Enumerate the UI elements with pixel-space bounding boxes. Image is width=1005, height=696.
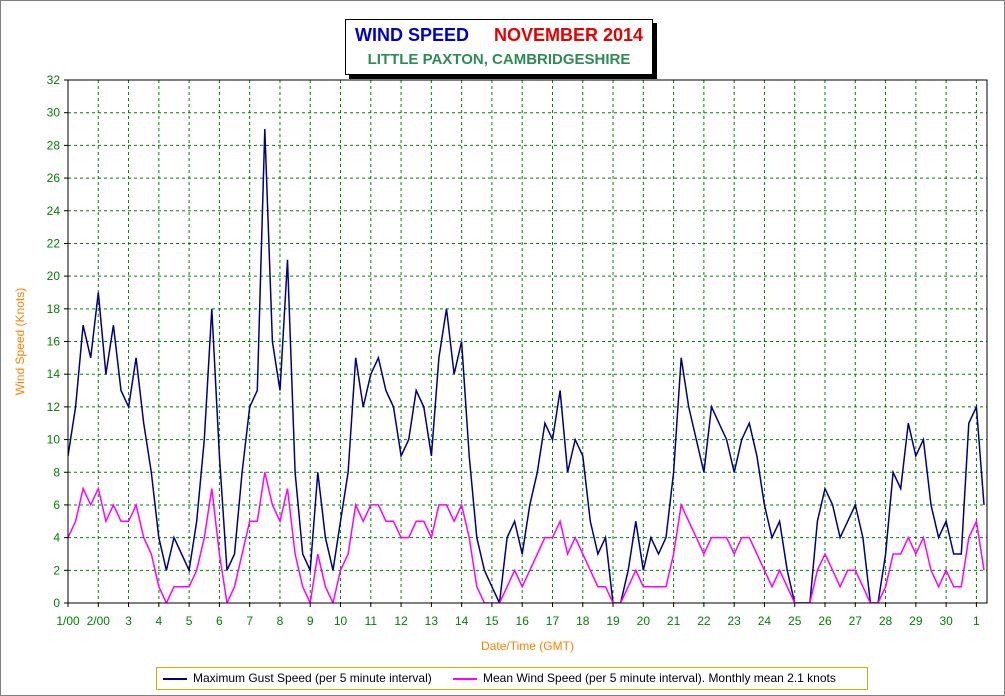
x-tick-label: 19	[606, 614, 620, 628]
legend-item-gust: Maximum Gust Speed (per 5 minute interva…	[163, 671, 432, 685]
y-tick-label: 10	[47, 433, 61, 447]
x-tick-label: 18	[576, 614, 590, 628]
legend-label-mean: Mean Wind Speed (per 5 minute interval).…	[483, 671, 836, 685]
x-tick-label: 24	[758, 614, 772, 628]
y-tick-label: 4	[53, 531, 60, 545]
x-tick-label: 22	[697, 614, 711, 628]
y-tick-label: 12	[47, 400, 61, 414]
x-tick-label: 21	[667, 614, 681, 628]
y-tick-label: 20	[47, 269, 61, 283]
x-tick-label: 10	[334, 614, 348, 628]
legend-swatch-mean	[453, 677, 477, 680]
x-tick-label: 1/00	[56, 614, 80, 628]
y-tick-label: 28	[47, 138, 61, 152]
x-tick-label: 4	[155, 614, 162, 628]
y-tick-label: 24	[47, 204, 61, 218]
y-tick-label: 26	[47, 171, 61, 185]
x-tick-label: 27	[849, 614, 863, 628]
x-tick-label: 13	[425, 614, 439, 628]
x-tick-label: 30	[939, 614, 953, 628]
x-tick-label: 16	[516, 614, 530, 628]
x-tick-label: 11	[365, 614, 378, 628]
y-tick-label: 22	[47, 236, 61, 250]
x-tick-label: 6	[216, 614, 223, 628]
plot-border	[67, 79, 988, 604]
x-tick-label: 17	[546, 614, 560, 628]
x-tick-label: 8	[277, 614, 284, 628]
chart-legend: Maximum Gust Speed (per 5 minute interva…	[156, 667, 868, 690]
series-line-gust	[68, 128, 985, 603]
y-tick-label: 18	[47, 302, 61, 316]
x-tick-label: 20	[637, 614, 651, 628]
x-tick-label: 28	[879, 614, 893, 628]
x-tick-label: 7	[246, 614, 253, 628]
title-main: WIND SPEED	[354, 25, 469, 45]
x-tick-label: 9	[307, 614, 314, 628]
y-tick-label: 14	[47, 367, 61, 381]
x-axis-label: Date/Time (GMT)	[481, 639, 574, 653]
series-line-mean	[68, 472, 985, 603]
x-tick-label: 15	[485, 614, 499, 628]
y-tick-label: 8	[53, 465, 60, 479]
chart-title-box: WIND SPEED NOVEMBER 2014 LITTLE PAXTON, …	[345, 19, 653, 75]
x-tick-label: 12	[394, 614, 408, 628]
y-tick-label: 6	[53, 498, 60, 512]
y-tick-label: 30	[47, 106, 61, 120]
x-tick-label: 26	[818, 614, 832, 628]
x-tick-label: 14	[455, 614, 469, 628]
y-tick-label: 2	[53, 563, 60, 577]
x-tick-label: 23	[727, 614, 741, 628]
x-tick-label: 1	[973, 614, 980, 628]
y-axis-label: Wind Speed (Knots)	[13, 288, 27, 395]
y-tick-label: 32	[47, 73, 61, 87]
legend-item-mean: Mean Wind Speed (per 5 minute interval).…	[453, 671, 836, 685]
chart-subtitle-location: LITTLE PAXTON, CAMBRIDGESHIRE	[367, 51, 631, 68]
y-tick-label: 16	[47, 335, 61, 349]
x-tick-label: 2/00	[87, 614, 111, 628]
legend-swatch-gust	[163, 677, 187, 680]
x-tick-label: 5	[186, 614, 193, 628]
chart-title: WIND SPEED NOVEMBER 2014	[346, 25, 652, 46]
x-tick-label: 25	[788, 614, 802, 628]
y-tick-label: 0	[53, 596, 60, 610]
title-month: NOVEMBER 2014	[493, 25, 644, 45]
legend-label-gust: Maximum Gust Speed (per 5 minute interva…	[193, 671, 432, 685]
x-tick-label: 29	[909, 614, 923, 628]
x-tick-label: 3	[125, 614, 132, 628]
